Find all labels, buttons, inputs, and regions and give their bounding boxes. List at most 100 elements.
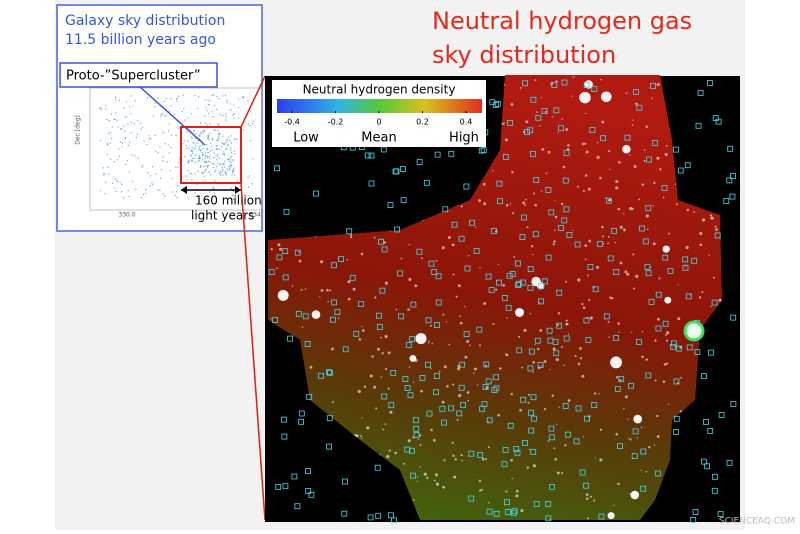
galaxy-dot — [176, 98, 178, 100]
star — [556, 471, 560, 475]
galaxy-marker — [281, 433, 288, 440]
galaxy-dot — [129, 106, 131, 108]
star — [270, 318, 272, 320]
galaxy-marker — [282, 483, 289, 490]
galaxy-dot — [214, 129, 216, 131]
galaxy-dot — [205, 168, 207, 170]
galaxy-marker — [375, 312, 382, 319]
galaxy-marker — [488, 287, 495, 294]
star — [581, 374, 585, 378]
star — [525, 198, 527, 201]
galaxy-dot — [200, 131, 202, 133]
star — [555, 358, 559, 362]
galaxy-marker — [364, 152, 371, 159]
galaxy-marker — [509, 271, 516, 277]
star — [419, 465, 422, 468]
galaxy-marker — [563, 206, 570, 213]
galaxy-dot — [194, 173, 196, 175]
star — [586, 497, 589, 500]
star — [554, 199, 556, 202]
star — [509, 203, 512, 205]
galaxy-marker — [730, 401, 737, 408]
galaxy-dot — [161, 113, 163, 115]
galaxy-dot — [221, 166, 224, 168]
galaxy-dot — [224, 166, 226, 168]
galaxy-marker — [435, 299, 442, 306]
star — [664, 333, 668, 336]
star — [483, 302, 487, 305]
galaxy-dot — [221, 95, 224, 97]
galaxy-marker — [521, 214, 527, 221]
galaxy-marker — [673, 146, 679, 153]
star — [416, 476, 419, 478]
galaxy-dot — [105, 105, 107, 107]
star — [627, 418, 629, 420]
star — [715, 228, 718, 231]
galaxy-marker — [305, 488, 312, 494]
galaxy-marker — [294, 249, 301, 256]
galaxy-marker — [579, 469, 586, 476]
galaxy-marker — [711, 487, 718, 494]
galaxy-dot — [248, 195, 250, 197]
galaxy-dot — [222, 174, 224, 176]
star — [560, 345, 563, 348]
galaxy-dot — [206, 109, 208, 112]
galaxy-dot — [217, 130, 219, 132]
galaxy-marker — [398, 313, 404, 320]
galaxy-dot — [203, 172, 205, 174]
galaxy-dot — [160, 168, 163, 171]
galaxy-dot — [116, 159, 119, 161]
galaxy-marker — [394, 226, 401, 233]
galaxy-dot — [204, 155, 207, 157]
star — [448, 343, 451, 346]
galaxy-dot — [177, 127, 179, 130]
star — [497, 263, 499, 266]
galaxy-dot — [105, 108, 107, 110]
galaxy-marker — [667, 268, 674, 274]
galaxy-dot — [167, 130, 170, 132]
galaxy-marker — [563, 335, 570, 342]
galaxy-dot — [187, 160, 190, 163]
star — [648, 445, 651, 449]
galaxy-marker — [573, 438, 580, 445]
star — [349, 234, 353, 237]
star — [596, 155, 600, 159]
star — [587, 274, 589, 277]
galaxy-marker — [730, 314, 737, 321]
galaxy-dot — [155, 173, 157, 175]
star — [566, 148, 570, 151]
star — [708, 254, 710, 257]
galaxy-dot — [227, 169, 230, 172]
galaxy-dot — [193, 148, 195, 150]
star — [665, 362, 669, 365]
star — [557, 312, 561, 315]
galaxy-dot — [115, 112, 117, 114]
galaxy-marker — [392, 168, 399, 175]
star — [545, 172, 548, 175]
star — [430, 367, 432, 369]
galaxy-dot — [104, 193, 106, 195]
galaxy-dot — [191, 152, 194, 154]
galaxy-dot — [136, 133, 139, 135]
galaxy-dot — [226, 101, 228, 104]
galaxy-dot — [251, 183, 253, 185]
galaxy-marker — [553, 107, 560, 114]
galaxy-marker — [677, 167, 684, 174]
galaxy-dot — [168, 152, 171, 154]
galaxy-marker — [528, 409, 534, 416]
galaxy-marker — [318, 372, 324, 379]
star — [614, 241, 616, 244]
galaxy-marker — [553, 350, 560, 357]
galaxy-marker — [538, 283, 545, 290]
star — [599, 458, 603, 462]
star — [632, 119, 635, 121]
galaxy-dot — [105, 118, 108, 121]
colorbar-tick-label: 0 — [376, 118, 381, 127]
galaxy-marker — [501, 461, 508, 468]
galaxy-dot — [195, 145, 197, 147]
galaxy-dot — [201, 154, 204, 156]
galaxy-dot — [215, 148, 217, 150]
galaxy-dot — [131, 180, 134, 183]
star — [415, 333, 427, 345]
galaxy-dot — [215, 169, 217, 172]
